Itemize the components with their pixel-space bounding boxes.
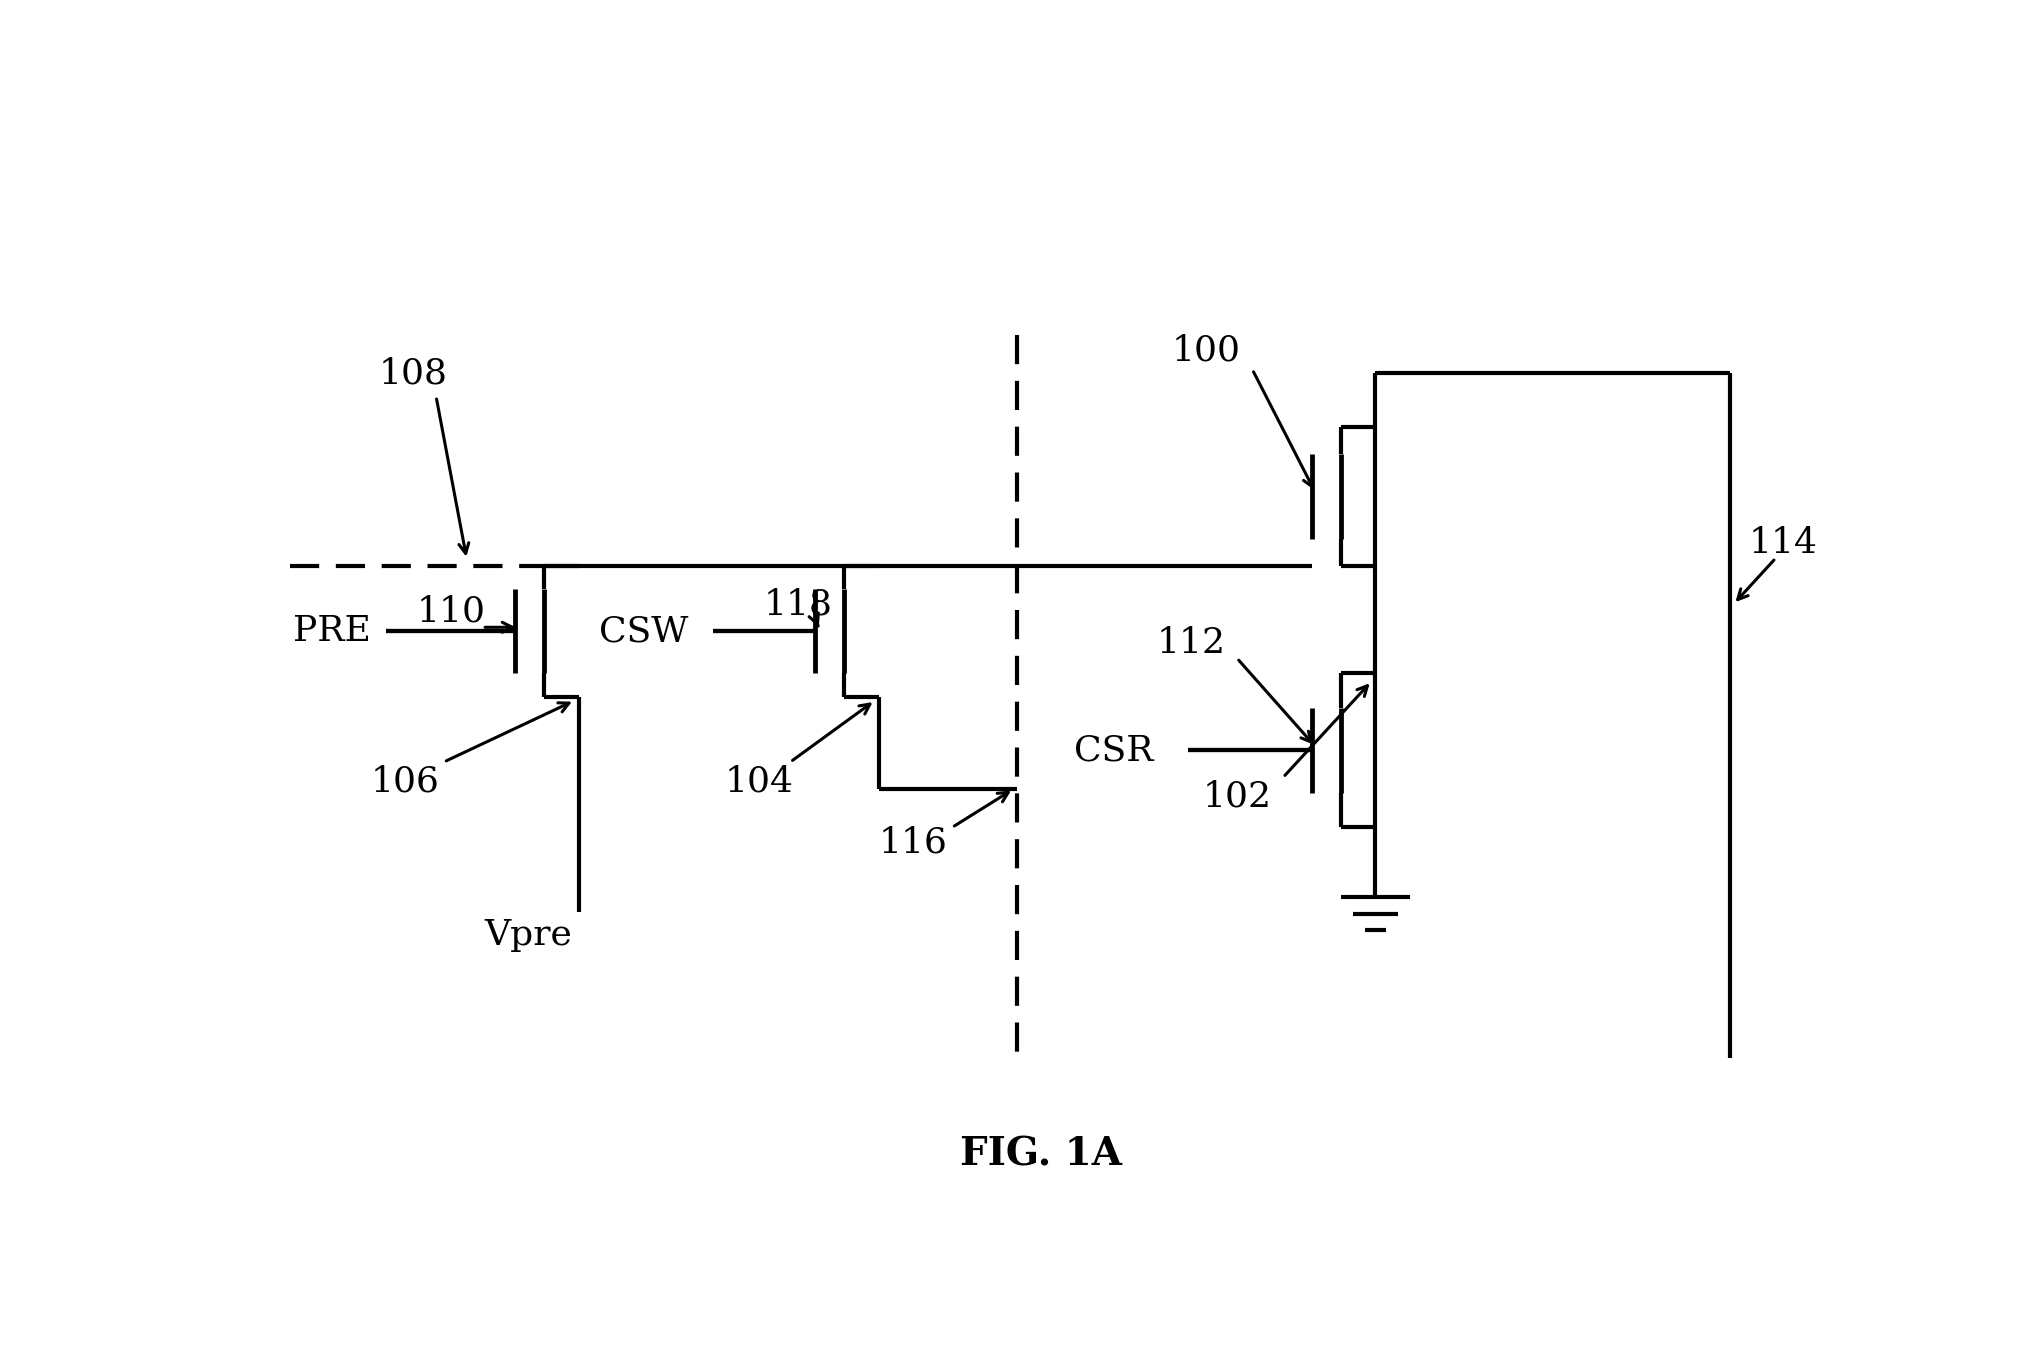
Text: 110: 110 (416, 595, 485, 629)
Text: 118: 118 (763, 587, 832, 621)
Text: 114: 114 (1748, 525, 1817, 559)
Text: FIG. 1A: FIG. 1A (958, 1135, 1121, 1174)
Text: 106: 106 (371, 764, 438, 798)
Text: 104: 104 (725, 764, 794, 798)
Text: CSR: CSR (1074, 733, 1153, 768)
Text: 108: 108 (378, 356, 447, 391)
Text: 102: 102 (1202, 780, 1271, 814)
Text: 100: 100 (1171, 333, 1240, 367)
Text: 112: 112 (1155, 625, 1224, 659)
Text: Vpre: Vpre (485, 919, 572, 953)
Text: PRE: PRE (292, 614, 371, 648)
Text: 116: 116 (879, 825, 948, 860)
Text: CSW: CSW (599, 614, 688, 648)
